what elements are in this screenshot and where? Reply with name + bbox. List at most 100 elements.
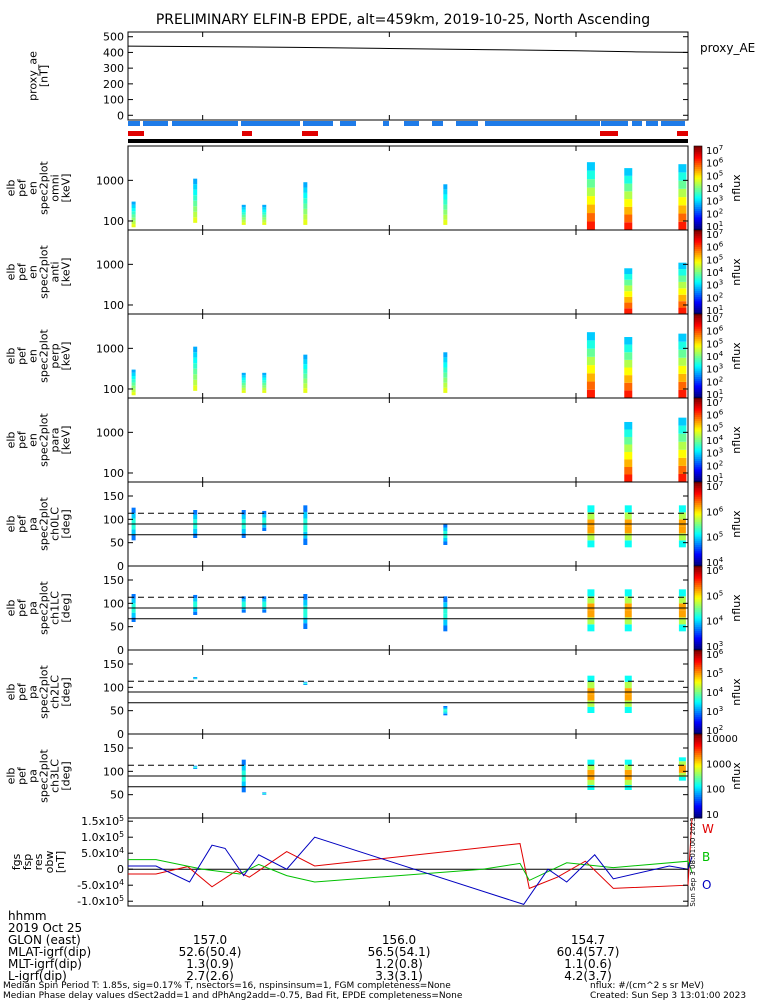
spectrogram-cell bbox=[131, 372, 136, 377]
colorbar-tick-label: 107 bbox=[706, 396, 723, 409]
colorbar-cell bbox=[694, 784, 702, 787]
spectrogram-cell bbox=[241, 214, 246, 218]
colorbar-cell bbox=[694, 154, 702, 157]
colorbar-cell bbox=[694, 729, 702, 733]
spectrogram-cell bbox=[193, 379, 198, 386]
spectrogram-cell bbox=[193, 677, 198, 678]
spectrogram-cell bbox=[193, 766, 198, 767]
colorbar-cell bbox=[694, 190, 702, 193]
colorbar-cell bbox=[694, 578, 702, 582]
colorbar-tick-label: 102 bbox=[706, 459, 723, 472]
colorbar-cell bbox=[694, 647, 702, 651]
colorbar-cell bbox=[694, 681, 702, 685]
y-tick-label: 1000 bbox=[96, 426, 124, 439]
spectrogram-cell bbox=[624, 540, 632, 548]
y-tick-label: 1000 bbox=[96, 258, 124, 271]
spectrogram-cell bbox=[624, 390, 633, 398]
colorbar-cell bbox=[694, 456, 702, 460]
y-axis-label: pef bbox=[16, 682, 29, 701]
spectrogram-cell bbox=[262, 524, 267, 528]
spectrogram-cell bbox=[624, 222, 633, 230]
colorbar-cell bbox=[694, 297, 702, 300]
series-line-o bbox=[128, 836, 693, 905]
spectrogram-cell bbox=[443, 608, 448, 614]
colorbar-cell bbox=[694, 530, 702, 533]
colorbar-cell bbox=[694, 519, 702, 523]
colorbar-cell bbox=[694, 526, 702, 529]
colorbar-cell bbox=[694, 173, 702, 176]
spectrogram-cell bbox=[443, 713, 448, 716]
spectrogram-cell bbox=[678, 776, 686, 781]
colorbar-cell bbox=[694, 223, 702, 227]
y-axis-label: perp bbox=[49, 343, 62, 368]
spectrogram-cell bbox=[131, 507, 136, 514]
colorbar-cell bbox=[694, 765, 702, 769]
colorbar-cell bbox=[694, 740, 702, 743]
colorbar-cell bbox=[694, 419, 702, 422]
spectrogram-cell bbox=[624, 214, 633, 223]
colorbar-cell bbox=[694, 246, 702, 250]
colorbar-cell bbox=[694, 444, 702, 447]
spectrogram-cell bbox=[241, 207, 246, 210]
colorbar-tick-label: 104 bbox=[706, 556, 724, 569]
spectrogram-cell bbox=[303, 219, 308, 225]
colorbar-cell bbox=[694, 257, 702, 260]
colorbar-cell bbox=[694, 307, 702, 311]
colorbar-cell bbox=[694, 486, 702, 489]
y-axis-label: [keV] bbox=[60, 426, 73, 455]
colorbar-cell bbox=[694, 198, 702, 202]
y-axis-label: spec2plot bbox=[38, 413, 51, 467]
spectrogram-cell bbox=[131, 369, 136, 373]
colorbar-cell bbox=[694, 626, 702, 630]
panel-frame bbox=[127, 817, 689, 907]
colorbar-cell bbox=[694, 272, 702, 275]
spectrogram-cell bbox=[678, 373, 687, 382]
spectrogram-cell bbox=[193, 678, 198, 679]
y-tick-label: 150 bbox=[103, 658, 124, 671]
colorbar-cell bbox=[694, 469, 702, 472]
colorbar-cell bbox=[694, 164, 702, 168]
colorbar-cell bbox=[694, 389, 702, 393]
colorbar-cell bbox=[694, 299, 702, 302]
y-axis-label: spec2plot bbox=[38, 245, 51, 299]
y-axis-label: pef bbox=[16, 766, 29, 785]
y-axis-label: elb bbox=[5, 180, 18, 197]
spectrogram-cell bbox=[624, 624, 632, 632]
colorbar-cell bbox=[694, 582, 702, 586]
colorbar-cell bbox=[694, 505, 702, 508]
colorbar-tick-label: 102 bbox=[706, 724, 723, 737]
spectrogram-cell bbox=[262, 604, 267, 608]
orbit-bar-segment bbox=[601, 121, 628, 126]
y-tick-label: 200 bbox=[103, 78, 124, 91]
colorbar-cell bbox=[694, 290, 702, 294]
y-axis-label: [deg] bbox=[60, 509, 73, 538]
spectrogram-cell bbox=[193, 217, 198, 223]
spectrogram-cell bbox=[624, 382, 633, 391]
spectrogram-cell bbox=[678, 603, 686, 611]
spectrogram-cell bbox=[624, 764, 632, 770]
spectrogram-cell bbox=[586, 365, 595, 374]
colorbar-label: nflux bbox=[730, 510, 743, 538]
colorbar-cell bbox=[694, 339, 702, 342]
spectrogram-cell bbox=[624, 302, 633, 309]
colorbar-cell bbox=[694, 786, 702, 790]
spectrogram-cell bbox=[624, 344, 633, 353]
spectrogram-cell bbox=[262, 514, 267, 518]
spectrogram-cell bbox=[624, 444, 633, 452]
colorbar-cell bbox=[694, 458, 702, 462]
y-axis-label: spec2plot bbox=[38, 749, 51, 803]
spectrogram-cell bbox=[678, 512, 686, 520]
colorbar-cell bbox=[694, 477, 702, 481]
colorbar-tick-label: 107 bbox=[706, 480, 723, 493]
spectrogram-cell bbox=[303, 525, 308, 532]
spectrogram-cell bbox=[193, 608, 198, 612]
spectrogram-cell bbox=[624, 533, 632, 541]
colorbar-tick-label: 10 bbox=[706, 810, 719, 821]
colorbar-cell bbox=[694, 683, 702, 687]
spectrogram-cell bbox=[303, 682, 308, 684]
colorbar-cell bbox=[694, 807, 702, 811]
colorbar-cell bbox=[694, 782, 702, 785]
colorbar-cell bbox=[694, 652, 702, 655]
colorbar-cell bbox=[694, 809, 702, 813]
colorbar-cell bbox=[694, 614, 702, 617]
